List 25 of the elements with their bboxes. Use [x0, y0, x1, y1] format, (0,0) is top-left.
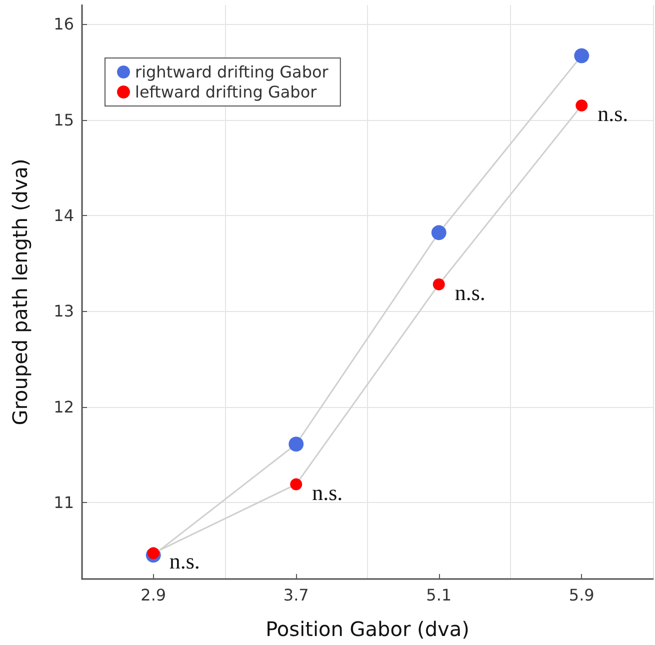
point [576, 99, 588, 112]
point [290, 478, 302, 490]
x-tick-label: 2.9 [140, 586, 166, 604]
point [431, 225, 446, 240]
y-tick-label: 15 [54, 110, 74, 130]
point [147, 547, 160, 560]
x-tick-label: 5.1 [426, 586, 452, 604]
y-tick-label: 11 [54, 492, 74, 512]
legend-label: rightward drifting Gabor [135, 62, 329, 82]
y-tick-label: 13 [54, 302, 74, 321]
point [288, 436, 304, 452]
y-tick-label: 16 [54, 14, 74, 34]
y-tick-label: 14 [54, 206, 74, 225]
x-tick-label: 5.9 [568, 586, 594, 604]
annotation: n.s. [454, 280, 486, 305]
point [432, 278, 445, 290]
legend-label: leftward drifting Gabor [135, 82, 318, 102]
annotation: n.s. [312, 480, 343, 505]
point [574, 48, 590, 64]
annotation: n.s. [598, 100, 628, 126]
y-axis-title: Grouped path length (dva) [8, 158, 32, 426]
annotation: n.s. [169, 548, 200, 574]
x-tick-label: 3.7 [283, 586, 309, 604]
x-axis-title: Position Gabor (dva) [266, 617, 470, 641]
y-tick-label: 12 [54, 397, 74, 416]
